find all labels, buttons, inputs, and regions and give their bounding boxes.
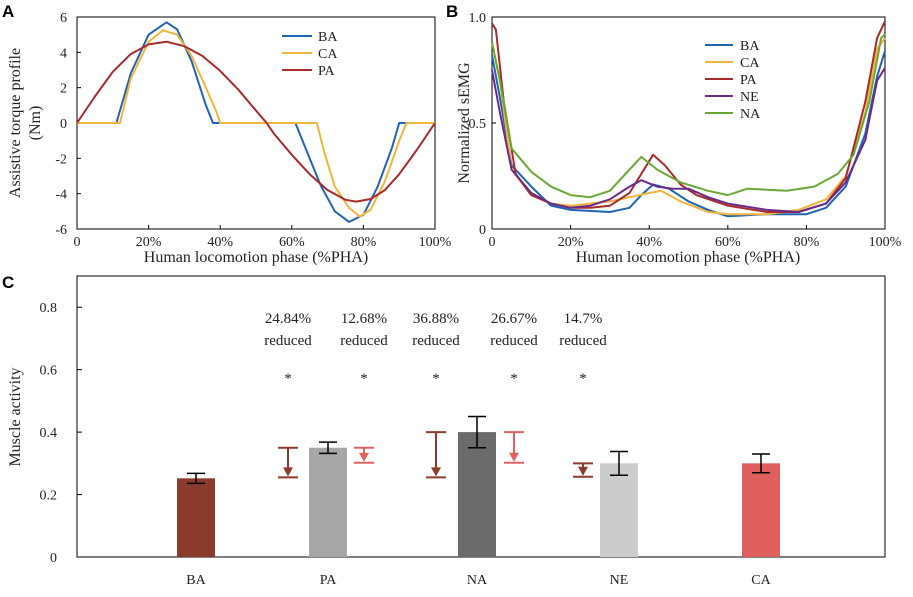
panel-a-y-tick-label: 4 bbox=[60, 46, 67, 61]
panel-a-legend-ba: BA bbox=[318, 30, 338, 45]
panel-b-x-tick-label: 40% bbox=[636, 235, 662, 250]
panel-c-y-tick-label: 0.4 bbox=[40, 426, 58, 441]
panel-b-y-tick-label: 1.0 bbox=[469, 11, 487, 26]
reduction-label: reduced bbox=[490, 333, 538, 349]
panel-a-y-tick-label: -2 bbox=[55, 152, 67, 167]
reduction-label: reduced bbox=[340, 333, 388, 349]
reduction-arrow-head-icon bbox=[578, 466, 588, 476]
panel-c-y-tick-label: 0 bbox=[50, 551, 57, 566]
panel-b-series-ne bbox=[491, 67, 886, 213]
bar-na bbox=[458, 432, 496, 557]
panel-a-x-tick-label: 20% bbox=[136, 235, 162, 250]
panel-b-semg-chart: B 0 20% 40% 60% 80% 100% 1.0 0.5 0 Human locomot… bbox=[446, 2, 902, 266]
panel-b-legend-ba: BA bbox=[740, 39, 760, 54]
panel-b-legend-na: NA bbox=[740, 107, 761, 122]
x-tick-label-pa: PA bbox=[320, 573, 338, 588]
bar-ca bbox=[742, 463, 780, 557]
reduction-percent: 14.7% bbox=[564, 311, 603, 327]
panel-c-label: C bbox=[2, 273, 14, 292]
panel-b-x-tick-label: 60% bbox=[715, 235, 741, 250]
panel-a-x-tick-label: 100% bbox=[419, 235, 452, 250]
panel-b-x-tick-label: 0 bbox=[489, 235, 496, 250]
panel-b-y-axis-label: Normalized sEMG bbox=[456, 62, 473, 184]
bar-pa bbox=[309, 447, 347, 557]
panel-a-x-tick-label: 0 bbox=[74, 235, 81, 250]
panel-c-bar-chart: C 0 0.2 0.4 0.6 0.8 BA PA NA NE CA 24.84% reduced… bbox=[2, 273, 886, 588]
x-tick-label-ba: BA bbox=[186, 573, 206, 588]
significance-star: * bbox=[510, 371, 518, 387]
panel-a-y-tick-label: 6 bbox=[60, 11, 67, 26]
reduction-arrow-head-icon bbox=[359, 452, 369, 462]
panel-a-lines bbox=[76, 21, 436, 223]
panel-b-y-tick-label: 0 bbox=[479, 223, 486, 238]
reduction-percent: 26.67% bbox=[491, 311, 537, 327]
panel-c-y-tick-label: 0.8 bbox=[40, 301, 58, 316]
significance-star: * bbox=[284, 371, 292, 387]
panel-a-y-axis-label: Assistive torque profile bbox=[7, 48, 24, 198]
panel-a-y-tick-label: 2 bbox=[60, 82, 67, 97]
reduction-arrow-head-icon bbox=[431, 467, 441, 477]
panel-a-torque-chart: A 0 20% 40% 60% 80% 100% 6 4 2 0 -2 -4 -6 Human loco… bbox=[2, 2, 452, 266]
panel-b-legend: BA CA PA NE NA bbox=[705, 39, 761, 122]
panel-b-x-axis-label: Human locomotion phase (%PHA) bbox=[576, 249, 800, 266]
bar-ba bbox=[177, 478, 215, 557]
panel-c-ticks: 0 0.2 0.4 0.6 0.8 bbox=[40, 301, 82, 566]
panel-b-legend-pa: PA bbox=[740, 73, 758, 88]
significance-star: * bbox=[432, 371, 440, 387]
reduction-percent: 24.84% bbox=[265, 311, 311, 327]
panel-a-label: A bbox=[2, 2, 14, 21]
panel-b-label: B bbox=[446, 2, 458, 21]
panel-a-x-axis-label: Human locomotion phase (%PHA) bbox=[144, 249, 368, 266]
panel-a-x-tick-label: 40% bbox=[207, 235, 233, 250]
panel-a-legend-ca: CA bbox=[318, 47, 338, 62]
panel-a-ticks: 0 20% 40% 60% 80% 100% 6 4 2 0 -2 -4 -6 bbox=[55, 11, 451, 250]
x-tick-label-ca: CA bbox=[751, 573, 771, 588]
panel-b-ticks: 0 20% 40% 60% 80% 100% 1.0 0.5 0 bbox=[469, 11, 902, 250]
panel-c-y-tick-label: 0.6 bbox=[40, 364, 58, 379]
reduction-percent: 12.68% bbox=[341, 311, 387, 327]
reduction-label: reduced bbox=[264, 333, 312, 349]
reduction-label: reduced bbox=[412, 333, 460, 349]
panel-c-bars: BA PA NA NE CA bbox=[177, 415, 780, 588]
panel-a-legend: BA CA PA bbox=[282, 30, 338, 79]
panel-b-x-tick-label: 20% bbox=[558, 235, 584, 250]
panel-a-x-tick-label: 80% bbox=[351, 235, 377, 250]
panel-b-x-tick-label: 100% bbox=[869, 235, 902, 250]
significance-star: * bbox=[360, 371, 368, 387]
panel-a-x-tick-label: 60% bbox=[279, 235, 305, 250]
panel-b-series-na bbox=[491, 33, 886, 199]
panel-a-y-tick-label: 0 bbox=[60, 117, 67, 132]
x-tick-label-na: NA bbox=[467, 573, 488, 588]
panel-c-annotations: 24.84% reduced * 12.68% reduced * 36.88% reduce… bbox=[264, 311, 607, 479]
panel-b-legend-ca: CA bbox=[740, 56, 760, 71]
panel-c-y-axis-label: Muscle activity bbox=[7, 367, 24, 466]
panel-b-x-tick-label: 80% bbox=[794, 235, 820, 250]
panel-a-y-tick-label: -4 bbox=[55, 188, 67, 203]
panel-b-y-tick-label: 0.5 bbox=[469, 117, 487, 132]
panel-b-series-ba bbox=[491, 50, 886, 218]
panel-a-y-axis-unit: (Nm) bbox=[27, 106, 44, 141]
reduction-arrow-head-icon bbox=[509, 452, 519, 462]
panel-b-series-pa bbox=[491, 20, 886, 213]
reduction-arrow-head-icon bbox=[283, 467, 293, 477]
reduction-percent: 36.88% bbox=[413, 311, 459, 327]
panel-a-series-pa bbox=[76, 40, 436, 203]
x-tick-label-ne: NE bbox=[610, 573, 629, 588]
reduction-label: reduced bbox=[559, 333, 607, 349]
panel-a-legend-pa: PA bbox=[318, 64, 336, 79]
panel-b-legend-ne: NE bbox=[740, 90, 759, 105]
panel-a-y-tick-label: -6 bbox=[55, 223, 67, 238]
panel-b-plot-frame bbox=[491, 16, 886, 230]
panel-a-series-ca bbox=[77, 29, 435, 218]
bar-ne bbox=[600, 463, 638, 557]
panel-c-y-tick-label: 0.2 bbox=[40, 489, 58, 504]
significance-star: * bbox=[579, 371, 587, 387]
panel-b-lines bbox=[491, 20, 886, 218]
